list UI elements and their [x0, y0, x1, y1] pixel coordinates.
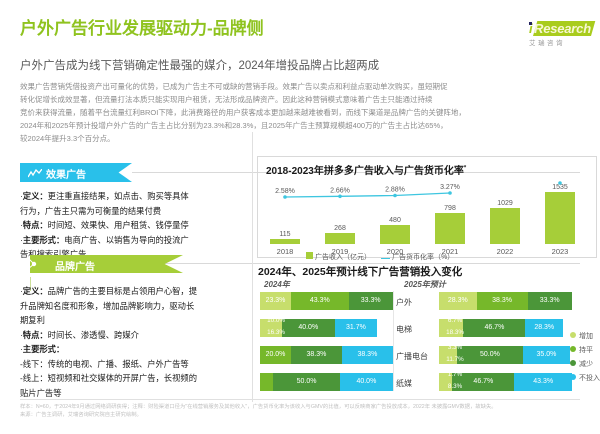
svg-text:115: 115	[279, 231, 290, 238]
svg-text:2.66%: 2.66%	[330, 187, 350, 194]
svg-text:2023: 2023	[552, 247, 569, 256]
svg-text:268: 268	[334, 225, 346, 232]
svg-text:798: 798	[444, 205, 456, 212]
svg-text:1535: 1535	[552, 184, 568, 191]
svg-text:3.80%: 3.80%	[550, 180, 570, 181]
svg-text:2022: 2022	[497, 247, 514, 256]
svg-text:2.88%: 2.88%	[385, 187, 405, 194]
svg-text:3.27%: 3.27%	[440, 184, 460, 191]
svg-text:2.58%: 2.58%	[275, 188, 295, 195]
svg-text:2018: 2018	[277, 247, 294, 256]
svg-text:480: 480	[389, 217, 401, 224]
svg-text:1029: 1029	[497, 200, 513, 207]
